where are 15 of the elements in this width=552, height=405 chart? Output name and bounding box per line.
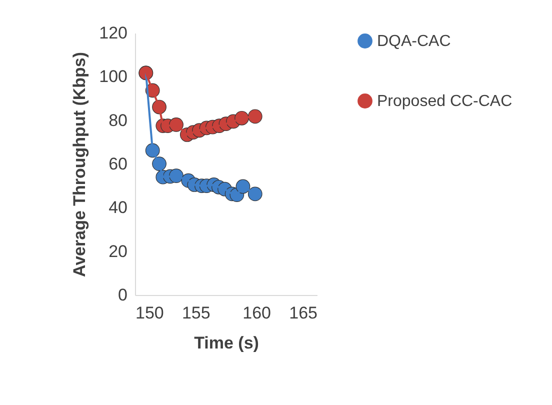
y-tick-label: 40	[108, 198, 128, 218]
x-axis-title: Time (s)	[194, 334, 259, 352]
legend-label: DQA-CAC	[377, 33, 451, 50]
x-tick-label: 165	[289, 304, 318, 322]
y-tick-label: 20	[108, 242, 128, 261]
y-tick-label: 60	[108, 154, 128, 174]
x-tick-label: 160	[242, 304, 272, 322]
y-tick-label: 80	[108, 110, 128, 130]
y-tick-label: 0	[118, 286, 128, 304]
y-tick-label: 120	[99, 24, 128, 42]
legend-label: Proposed CC-CAC	[377, 93, 512, 110]
y-tick-label: 100	[99, 67, 128, 86]
x-tick-label: 155	[182, 304, 210, 322]
y-axis-title: Average Throughput (Kbps)	[70, 52, 90, 278]
x-tick-label: 150	[136, 304, 164, 322]
